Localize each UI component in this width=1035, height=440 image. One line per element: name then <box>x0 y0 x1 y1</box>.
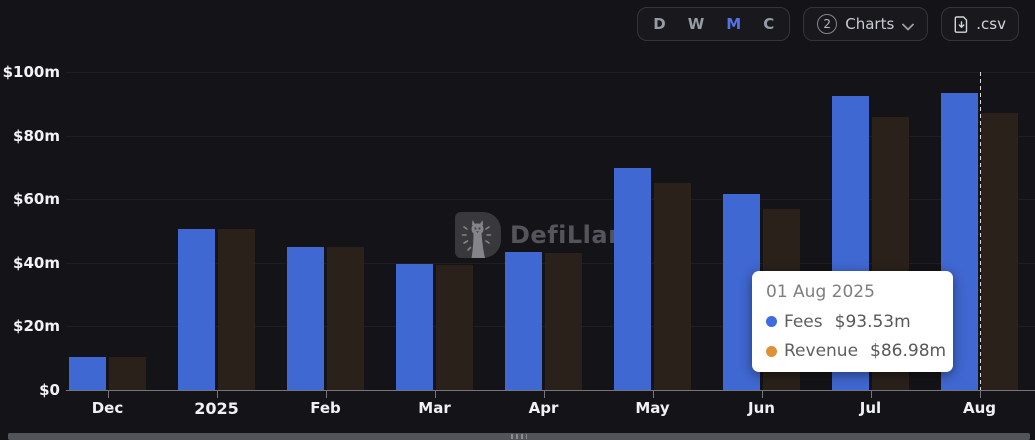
y-gridline <box>66 199 1035 201</box>
revenue-bar-feb[interactable] <box>327 247 364 390</box>
x-axis-tick <box>761 391 763 398</box>
fees-bar-dec[interactable] <box>69 356 106 390</box>
charts-count-badge: 2 <box>817 14 838 34</box>
download-csv-button[interactable]: .csv <box>941 7 1019 41</box>
x-axis-label-dec: Dec <box>91 399 124 417</box>
period-button-c[interactable]: C <box>763 15 775 33</box>
x-axis-tick <box>107 391 109 398</box>
x-axis-tick <box>325 391 327 398</box>
fees-bar-apr[interactable] <box>505 251 542 390</box>
charts-dropdown-button[interactable]: 2 Charts <box>803 7 929 41</box>
x-axis-label-jun: Jun <box>748 399 775 417</box>
x-axis-label-may: May <box>635 399 670 417</box>
period-button-m[interactable]: M <box>726 15 742 33</box>
x-axis-label-aug: Aug <box>962 399 997 417</box>
revenue-bar-dec[interactable] <box>109 357 146 390</box>
y-axis-label: $100m <box>2 63 60 81</box>
y-axis-label: $0 <box>39 381 60 399</box>
chevron-down-icon <box>902 16 915 35</box>
revenue-series-dot-icon <box>766 345 777 357</box>
tooltip-date: 01 Aug 2025 <box>766 282 875 302</box>
revenue-bar-aug[interactable] <box>981 113 1018 390</box>
x-axis-tick <box>870 391 872 398</box>
revenue-bar-may[interactable] <box>654 182 691 390</box>
fees-bar-feb[interactable] <box>287 246 324 390</box>
x-axis-label-jul: Jul <box>859 399 882 417</box>
x-axis-line <box>66 390 1035 391</box>
x-axis-tick <box>216 391 218 398</box>
y-axis-label: $40m <box>13 253 60 272</box>
revenue-bar-apr[interactable] <box>545 253 582 390</box>
chart-toolbar: D W M C 2 Charts .csv <box>637 7 1019 41</box>
x-axis-label-apr: Apr <box>528 399 559 417</box>
chart-tooltip: 01 Aug 2025 Fees $93.53m Revenue $86.98m <box>752 271 953 372</box>
revenue-bar-mar[interactable] <box>436 265 473 390</box>
period-button-w[interactable]: W <box>687 15 705 33</box>
fees-series-dot-icon <box>766 316 777 327</box>
x-axis-label-2025: 2025 <box>194 399 239 418</box>
fees-bar-may[interactable] <box>614 167 651 390</box>
charts-dropdown-label: Charts <box>845 15 895 33</box>
tooltip-revenue-value: $86.98m <box>870 341 947 361</box>
y-gridline <box>66 135 1035 137</box>
tooltip-revenue-label: Revenue <box>784 341 859 361</box>
x-axis-tick <box>543 391 545 398</box>
x-axis-tick <box>979 391 981 398</box>
fees-bar-2025[interactable] <box>178 228 215 390</box>
x-axis-tick <box>434 391 436 398</box>
csv-button-label: .csv <box>976 15 1006 33</box>
defillama-logo-icon <box>455 212 501 258</box>
x-axis-label-mar: Mar <box>418 399 451 417</box>
revenue-bar-2025[interactable] <box>218 229 255 390</box>
y-axis-label: $20m <box>13 317 60 336</box>
tooltip-row-fees: Fees $93.53m <box>766 312 939 332</box>
hover-cursor-dashed-line <box>979 72 981 390</box>
period-button-d[interactable]: D <box>653 15 666 33</box>
fees-bar-mar[interactable] <box>396 264 433 390</box>
chart-zoom-scrollbar[interactable] <box>8 433 1030 440</box>
scrollbar-grip-icon <box>511 434 527 439</box>
y-axis-label: $60m <box>13 190 60 209</box>
tooltip-row-revenue: Revenue $86.98m <box>766 341 946 361</box>
x-axis-tick <box>652 391 654 398</box>
y-axis-label: $80m <box>13 126 60 145</box>
tooltip-fees-value: $93.53m <box>834 311 911 332</box>
csv-download-icon <box>954 15 969 33</box>
x-axis-label-feb: Feb <box>310 399 341 417</box>
y-gridline <box>66 72 1035 73</box>
tooltip-fees-label: Fees <box>784 311 823 332</box>
